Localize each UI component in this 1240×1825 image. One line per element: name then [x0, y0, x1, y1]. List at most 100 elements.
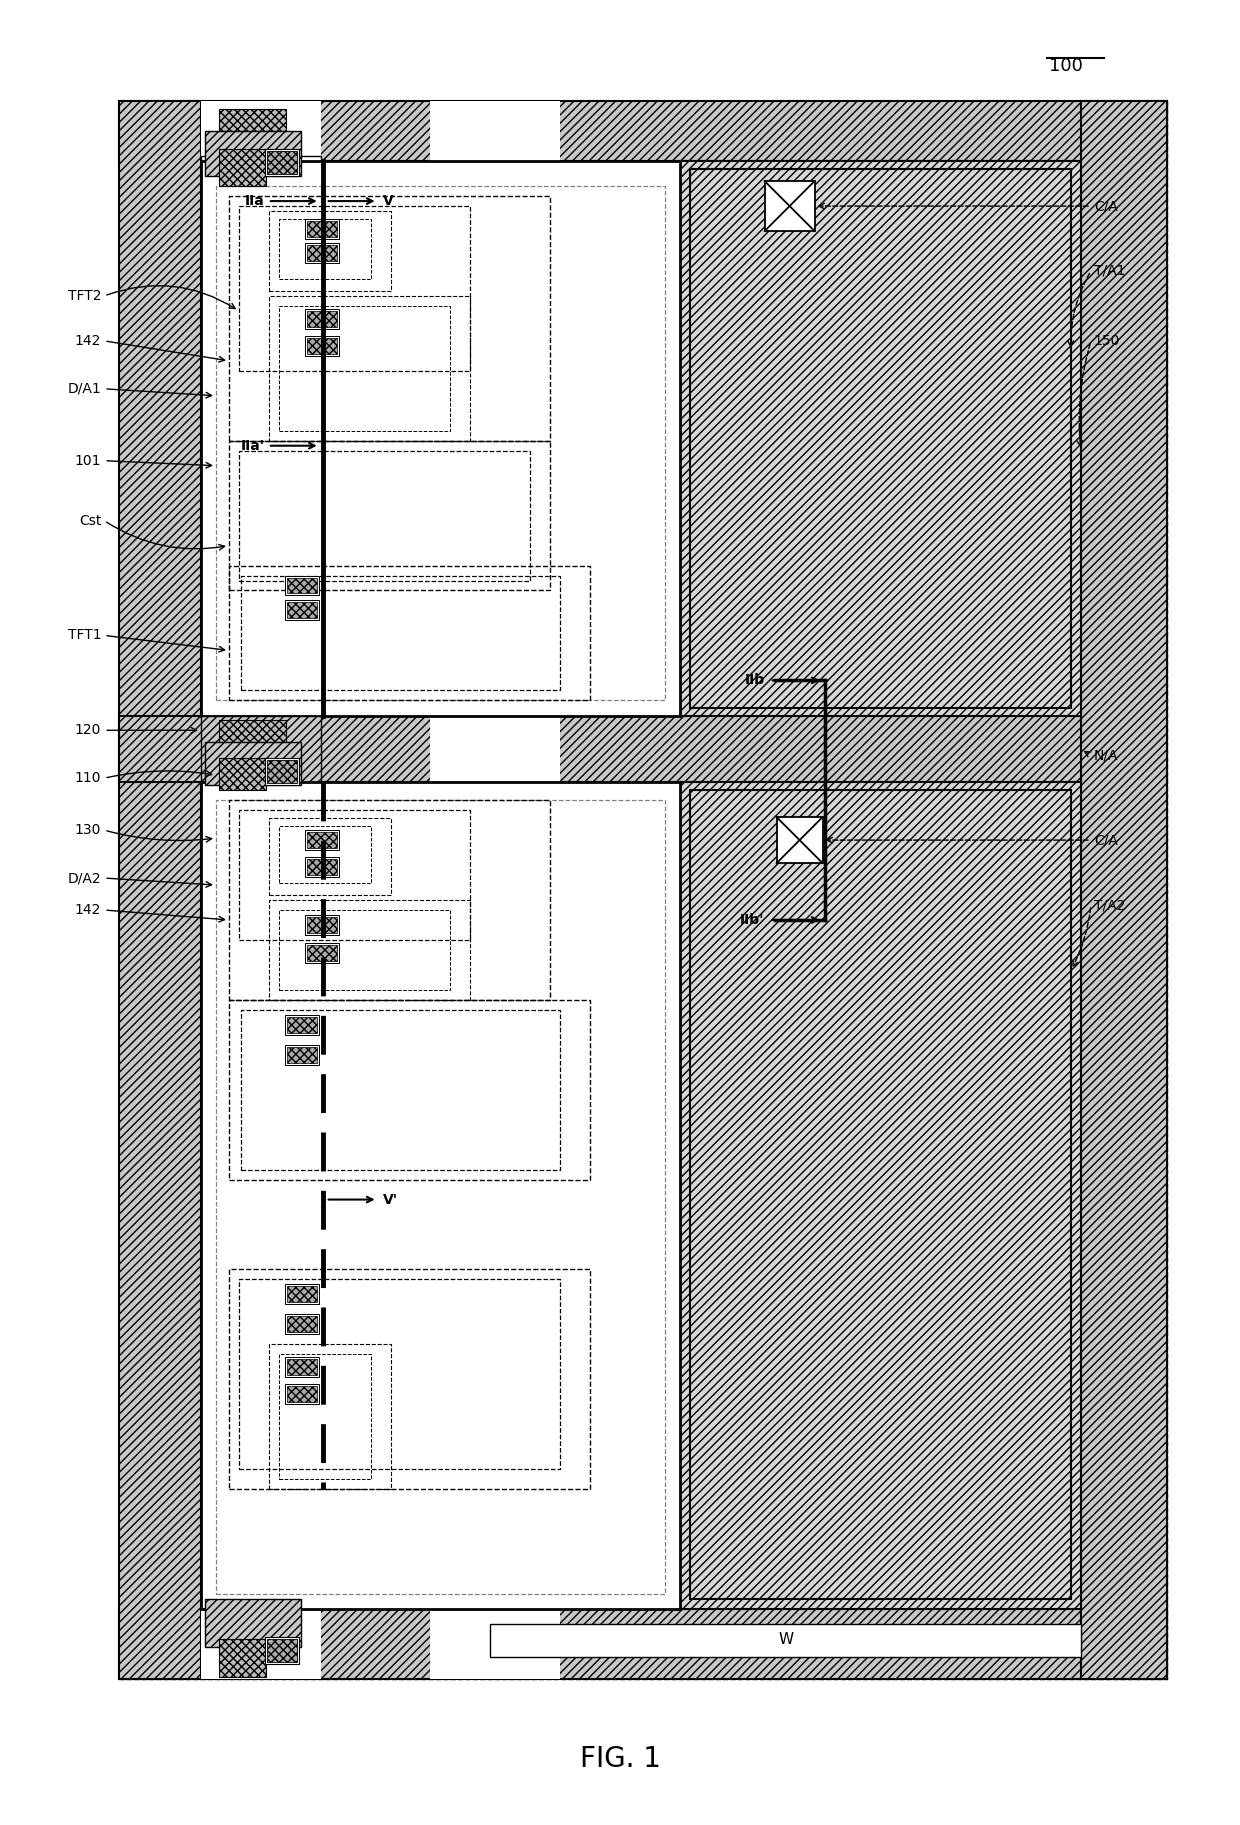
Bar — [229, 1270, 590, 1489]
Bar — [286, 1360, 316, 1376]
Bar — [201, 157, 321, 201]
Bar — [201, 715, 321, 783]
Bar — [119, 100, 1167, 161]
Bar — [229, 440, 551, 591]
Bar — [286, 1287, 316, 1303]
Text: TFT2: TFT2 — [68, 288, 102, 303]
Bar — [269, 296, 470, 440]
Text: 142: 142 — [74, 334, 102, 349]
Bar — [305, 243, 339, 263]
Text: IIb: IIb — [744, 673, 765, 688]
Bar — [305, 308, 339, 328]
Bar — [306, 916, 336, 933]
Bar — [306, 221, 336, 237]
Bar — [306, 860, 336, 874]
Bar — [269, 212, 391, 290]
Bar — [285, 1314, 319, 1334]
Bar — [279, 911, 450, 989]
Bar — [305, 830, 339, 850]
Bar — [279, 1354, 371, 1478]
Bar — [286, 602, 316, 619]
Bar — [279, 219, 371, 279]
Bar — [201, 100, 321, 161]
Bar — [286, 577, 316, 593]
Bar — [269, 900, 470, 1000]
Bar — [765, 181, 815, 232]
Text: V': V' — [382, 1192, 398, 1206]
Bar — [689, 790, 1071, 1599]
Text: IIa': IIa' — [241, 438, 265, 453]
Text: N/A: N/A — [1094, 748, 1118, 763]
Bar — [219, 110, 285, 146]
Bar — [201, 161, 680, 715]
Bar — [205, 1599, 301, 1646]
Text: 100: 100 — [1049, 57, 1083, 75]
Bar — [265, 757, 299, 785]
Bar — [285, 1285, 319, 1305]
Bar — [305, 858, 339, 878]
Bar — [219, 721, 285, 756]
Bar — [201, 715, 321, 783]
Bar — [119, 1610, 1167, 1679]
Bar — [306, 338, 336, 354]
Bar — [285, 575, 319, 595]
Bar — [1081, 100, 1167, 1679]
Bar — [285, 1044, 319, 1064]
Text: IIa: IIa — [246, 193, 265, 208]
Bar — [239, 810, 470, 940]
Bar — [219, 757, 265, 790]
Text: D/A2: D/A2 — [67, 871, 102, 885]
Bar — [216, 799, 665, 1593]
Text: T/A1: T/A1 — [1094, 265, 1126, 277]
Text: 150: 150 — [1094, 334, 1120, 349]
Bar — [229, 799, 551, 1000]
Text: 120: 120 — [74, 723, 102, 737]
Bar — [680, 783, 1081, 1610]
Bar — [306, 310, 336, 327]
Bar — [119, 715, 1081, 783]
Bar — [229, 195, 551, 440]
Bar — [285, 600, 319, 621]
Bar — [285, 1385, 319, 1403]
Bar — [239, 1279, 560, 1469]
Bar — [267, 151, 296, 173]
Bar — [229, 566, 590, 701]
Bar — [219, 150, 265, 186]
Bar — [119, 100, 201, 1679]
Bar — [241, 575, 560, 690]
Text: 130: 130 — [74, 823, 102, 838]
Bar — [490, 1624, 1081, 1657]
Bar — [286, 1017, 316, 1033]
Text: C/A: C/A — [1094, 832, 1117, 847]
Bar — [430, 100, 560, 161]
Bar — [680, 161, 1081, 715]
Bar — [286, 1048, 316, 1062]
Bar — [265, 150, 299, 177]
Text: IIb': IIb' — [740, 912, 765, 927]
Bar — [305, 219, 339, 239]
Bar — [201, 1610, 321, 1679]
Text: W: W — [777, 1632, 794, 1648]
Text: 110: 110 — [74, 772, 102, 785]
Bar — [241, 1009, 560, 1170]
Text: 142: 142 — [74, 903, 102, 916]
Text: FIG. 1: FIG. 1 — [579, 1745, 661, 1772]
Bar — [286, 1316, 316, 1332]
Bar — [776, 818, 822, 863]
Bar — [286, 1387, 316, 1402]
Bar — [219, 1617, 285, 1652]
Bar — [306, 832, 336, 849]
Bar — [306, 245, 336, 261]
Text: 101: 101 — [74, 454, 102, 467]
Bar — [205, 743, 301, 785]
Bar — [201, 783, 680, 1610]
Bar — [279, 827, 371, 883]
Bar — [305, 336, 339, 356]
Bar — [305, 944, 339, 964]
Bar — [229, 1000, 590, 1179]
Bar — [239, 451, 531, 580]
Bar — [689, 170, 1071, 708]
Bar — [205, 131, 301, 177]
Text: D/A1: D/A1 — [67, 381, 102, 396]
Text: T/A2: T/A2 — [1094, 898, 1126, 912]
